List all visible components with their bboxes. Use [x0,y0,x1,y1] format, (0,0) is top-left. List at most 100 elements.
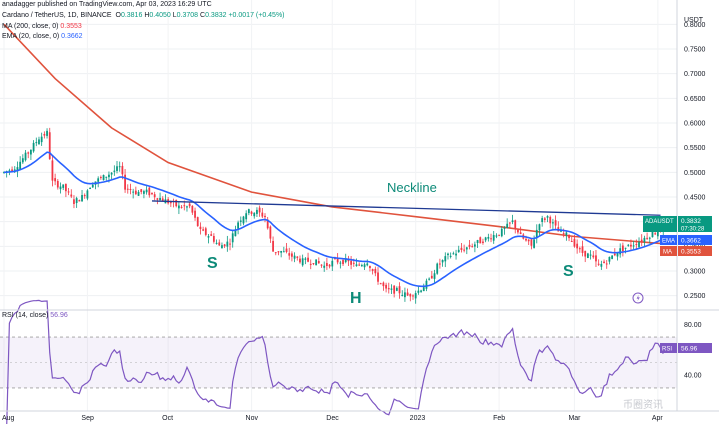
candle-body [344,258,347,263]
right-shoulder-label: S [563,263,574,280]
candle-body [605,263,608,265]
high-value: 0.4050 [149,12,171,19]
candle-body [151,192,153,195]
candle-body [471,246,474,248]
candle-body [506,223,509,228]
candle-body [16,167,19,172]
candle-body [83,195,86,197]
candle-body [266,219,269,229]
candle-body [97,178,100,182]
candle-body [43,133,46,136]
ema-legend[interactable]: EMA (20, close, 0) 0.3662 [2,33,83,40]
candle-body [527,239,530,242]
candle-body [517,229,519,233]
candle-body [272,240,274,252]
ema20-line [3,151,664,288]
candle-body [654,233,657,235]
candle-body [239,220,242,222]
rsi-tag-value: 56.96 [681,346,698,353]
candle-body [126,188,129,190]
candle-body [398,286,401,294]
candle-body [350,260,353,265]
rsi-legend-value: 56.96 [50,312,68,319]
candle-body [250,211,253,214]
candle-body [455,253,457,256]
candle-body [315,259,318,266]
ma-legend[interactable]: MA (200, close, 0) 0.3553 [2,23,82,30]
candle-body [393,285,396,294]
change-value: +0.0017 (+0.45%) [228,12,285,19]
candle-body [533,239,535,248]
candle-body [406,292,409,296]
candle-body [457,249,460,253]
ema-legend-label: EMA (20, close, 0) [2,33,60,40]
time-tick-label: Aug [2,415,15,422]
candle-body [288,253,291,256]
candle-body [439,263,441,265]
candle-body [638,242,640,248]
candle-body [40,136,43,143]
symbol-name[interactable]: Cardano / TetherUS, 1D, BINANCE [2,12,112,19]
candle-body [428,278,431,280]
candle-body [508,222,511,224]
candle-body [199,226,202,230]
candle-body [21,158,24,163]
candle-body [613,253,616,256]
rsi-legend[interactable]: RSI (14, close) 56.96 [2,312,68,319]
candle-body [352,262,355,264]
ema20-series [3,151,664,288]
candle-body [331,260,334,267]
candle-body [621,245,624,252]
candle-body [91,184,94,188]
candle-body [226,241,229,247]
candle-body [568,235,570,239]
time-axis: Aug Sep Oct Nov Dec 2023 Feb Mar Apr [2,415,663,422]
time-tick-label: Nov [246,415,259,422]
price-tick-label: 0.5000 [684,170,706,177]
candle-body [484,237,487,241]
candle-body [519,232,522,235]
candle-body [8,170,11,172]
candle-body [245,213,248,220]
candle-body [374,268,377,274]
candle-body [196,217,199,227]
publisher-line: anadagger published on TradingView.com, … [2,1,212,8]
candle-body [153,194,156,198]
ma-tag-value: 0.3553 [681,249,701,256]
price-tick-label: 0.2500 [684,293,706,300]
candle-body [70,194,73,197]
candle-body [498,234,501,236]
candle-body [296,256,299,258]
alert-icon[interactable] [632,292,644,304]
candle-body [73,199,75,204]
candle-body [514,220,517,229]
price-tick-label: 0.8000 [684,22,706,29]
candle-body [460,247,463,251]
candle-body [339,262,342,264]
candle-body [67,191,70,193]
candle-body [256,209,258,214]
candle-body [24,152,27,161]
candle-body [543,218,546,220]
candle-body [35,142,38,144]
grid [0,0,677,411]
candle-body [387,288,390,290]
candle-body [86,190,89,199]
price-tick-label: 0.6000 [684,121,706,128]
rsi-tag: RSI 56.96 [660,343,712,353]
candle-body [449,255,452,257]
candle-body [452,253,455,255]
candle-body [549,216,552,224]
candle-body [500,228,503,237]
candle-body [221,245,223,249]
candle-body [436,263,439,274]
candle-body [204,228,207,235]
candle-body [234,229,237,237]
candle-body [414,293,417,299]
candle-body [108,174,110,178]
candle-body [640,239,643,242]
time-tick-label: Dec [326,415,339,422]
price-tick-label: 0.3000 [684,269,706,276]
ma-legend-value: 0.3553 [60,23,82,30]
